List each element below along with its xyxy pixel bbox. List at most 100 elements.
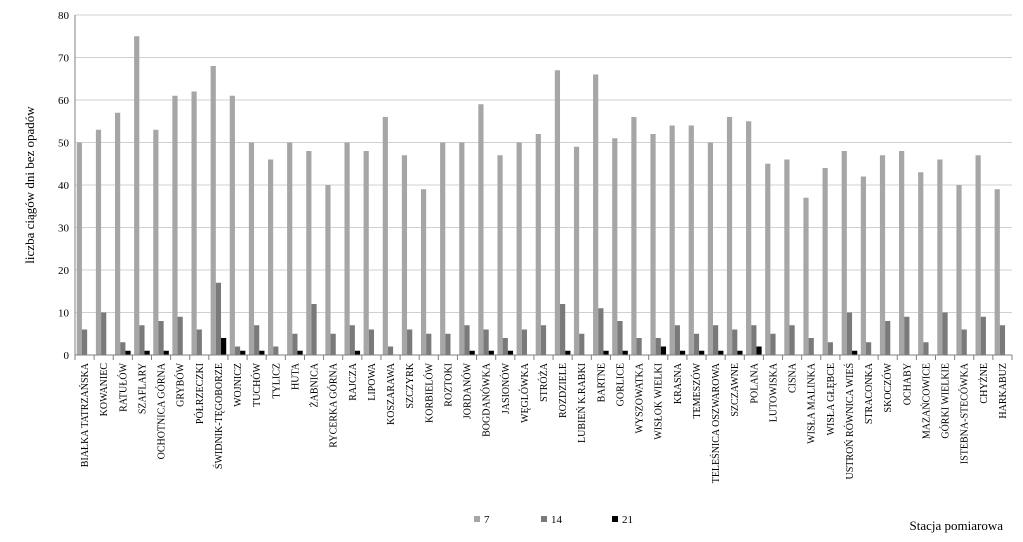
bar-series-14 (349, 325, 355, 355)
y-tick-label: 10 (58, 308, 70, 320)
bar-series-14 (407, 329, 413, 355)
legend-label-21: 21 (622, 514, 633, 526)
bar-series-14 (81, 329, 88, 355)
x-tick-label: RATUŁÓW (117, 362, 129, 411)
x-tick-label: RYCERKA GÓRNA (328, 362, 340, 448)
bar-series-14 (483, 329, 489, 355)
x-tick-label: GRYBÓW (175, 362, 187, 406)
bar-series-14 (885, 321, 891, 355)
bar-series-14 (177, 316, 183, 355)
bar-series-14 (311, 304, 317, 355)
bar-series-14 (980, 316, 986, 355)
bar-series-21 (163, 350, 169, 355)
bar-series-21 (737, 350, 743, 355)
bar-series-14 (827, 342, 833, 355)
bar-series-14 (560, 304, 566, 355)
bar-series-7 (707, 142, 714, 355)
bar-series-7 (210, 66, 216, 355)
bar-series-7 (860, 176, 866, 355)
x-tick-label: KRASNA (673, 362, 684, 404)
x-tick-label: WĘGLÓWKA (519, 362, 531, 423)
bar-series-7 (918, 172, 924, 355)
x-tick-label: WYSZOWATKA (635, 362, 646, 433)
y-tick-label: 80 (58, 10, 70, 22)
bar-series-21 (679, 350, 686, 355)
bar-series-7 (440, 142, 446, 355)
bar-series-14 (120, 342, 126, 355)
bar-series-21 (756, 346, 762, 355)
x-tick-label: ŚWIDNIK-TĘGOBORZE (213, 363, 225, 469)
bar-series-21 (259, 350, 265, 355)
x-tick-label: LUBIEŃ K.RABKI (576, 363, 588, 443)
legend-label-14: 14 (551, 514, 563, 526)
x-tick-labels: BIAŁKA TATRZAŃSKA KOWANIEC RATUŁÓW SZAFLARY… (79, 362, 1009, 483)
x-tick-label: CHYŻNE (978, 363, 990, 404)
y-tick-label: 20 (58, 265, 70, 277)
bar-series-21 (144, 350, 150, 355)
bar-series-14 (751, 325, 757, 355)
bar-series-7 (95, 129, 102, 355)
bar-series-14 (655, 338, 661, 355)
y-axis-title: liczba ciągów dni bez opadów (22, 106, 37, 264)
x-tick-label: ROZDZIELE (558, 363, 569, 418)
bar-series-7 (420, 189, 427, 355)
bar-series-7 (535, 134, 541, 355)
bar-series-14 (215, 282, 222, 355)
bar-series-14 (789, 325, 795, 355)
x-tick-label: GORLICE (615, 363, 626, 406)
bar-series-14 (292, 333, 298, 355)
bar-series-7 (612, 138, 618, 355)
bar-series-7 (899, 151, 905, 355)
bar-series-14 (387, 346, 394, 355)
legend-swatch-21 (612, 516, 618, 522)
bar-series-14 (579, 333, 585, 355)
bar-series-7 (937, 159, 943, 355)
y-tick-label: 30 (58, 223, 70, 235)
y-tick-label: 40 (58, 180, 70, 192)
x-tick-label: CISNA (788, 362, 799, 393)
bar-series-21 (488, 350, 494, 355)
bar-series-7 (975, 155, 981, 355)
bar-series-7 (382, 117, 388, 355)
bar-series-14 (636, 338, 642, 355)
y-tick-label: 70 (58, 53, 70, 65)
bar-series-14 (464, 325, 470, 355)
x-tick-label: WISŁA GŁĘBCE (826, 363, 837, 436)
bar-series-14 (368, 329, 374, 355)
bar-series-7 (267, 159, 274, 355)
bar-series-14 (598, 308, 604, 355)
bars (76, 36, 1006, 355)
bar-series-14 (330, 333, 336, 355)
bar-series-14 (846, 312, 853, 355)
x-tick-label: SZCZYRK (405, 362, 416, 408)
bar-series-7 (765, 163, 771, 355)
bar-series-21 (354, 350, 361, 355)
bar-series-7 (325, 185, 331, 355)
x-tick-label: ŻABNICA (309, 362, 321, 407)
bar-series-7 (746, 121, 752, 355)
bar-series-14 (904, 316, 910, 355)
bar-series-7 (134, 36, 140, 355)
bar-series-14 (713, 325, 719, 355)
x-tick-label: SKOCZÓW (882, 362, 894, 412)
bar-series-7 (229, 95, 235, 355)
x-tick-label: MAZAŃCOWICE (920, 363, 932, 439)
x-tick-label: HUTA (290, 362, 301, 390)
bar-series-7 (726, 117, 733, 355)
bar-series-7 (306, 151, 312, 355)
x-tick-label: STRÓŻA (538, 362, 550, 402)
bar-series-14 (808, 338, 814, 355)
x-tick-label: TUCHÓW (251, 362, 263, 406)
bar-series-14 (196, 329, 202, 355)
bar-series-21 (660, 346, 667, 355)
bar-series-14 (732, 329, 738, 355)
bar-series-14 (770, 333, 776, 355)
x-tick-label: BARTNE (596, 363, 607, 402)
bar-series-7 (822, 168, 828, 355)
bar-series-7 (153, 129, 159, 355)
legend-label-7: 7 (484, 514, 490, 526)
bar-series-21 (852, 350, 858, 355)
